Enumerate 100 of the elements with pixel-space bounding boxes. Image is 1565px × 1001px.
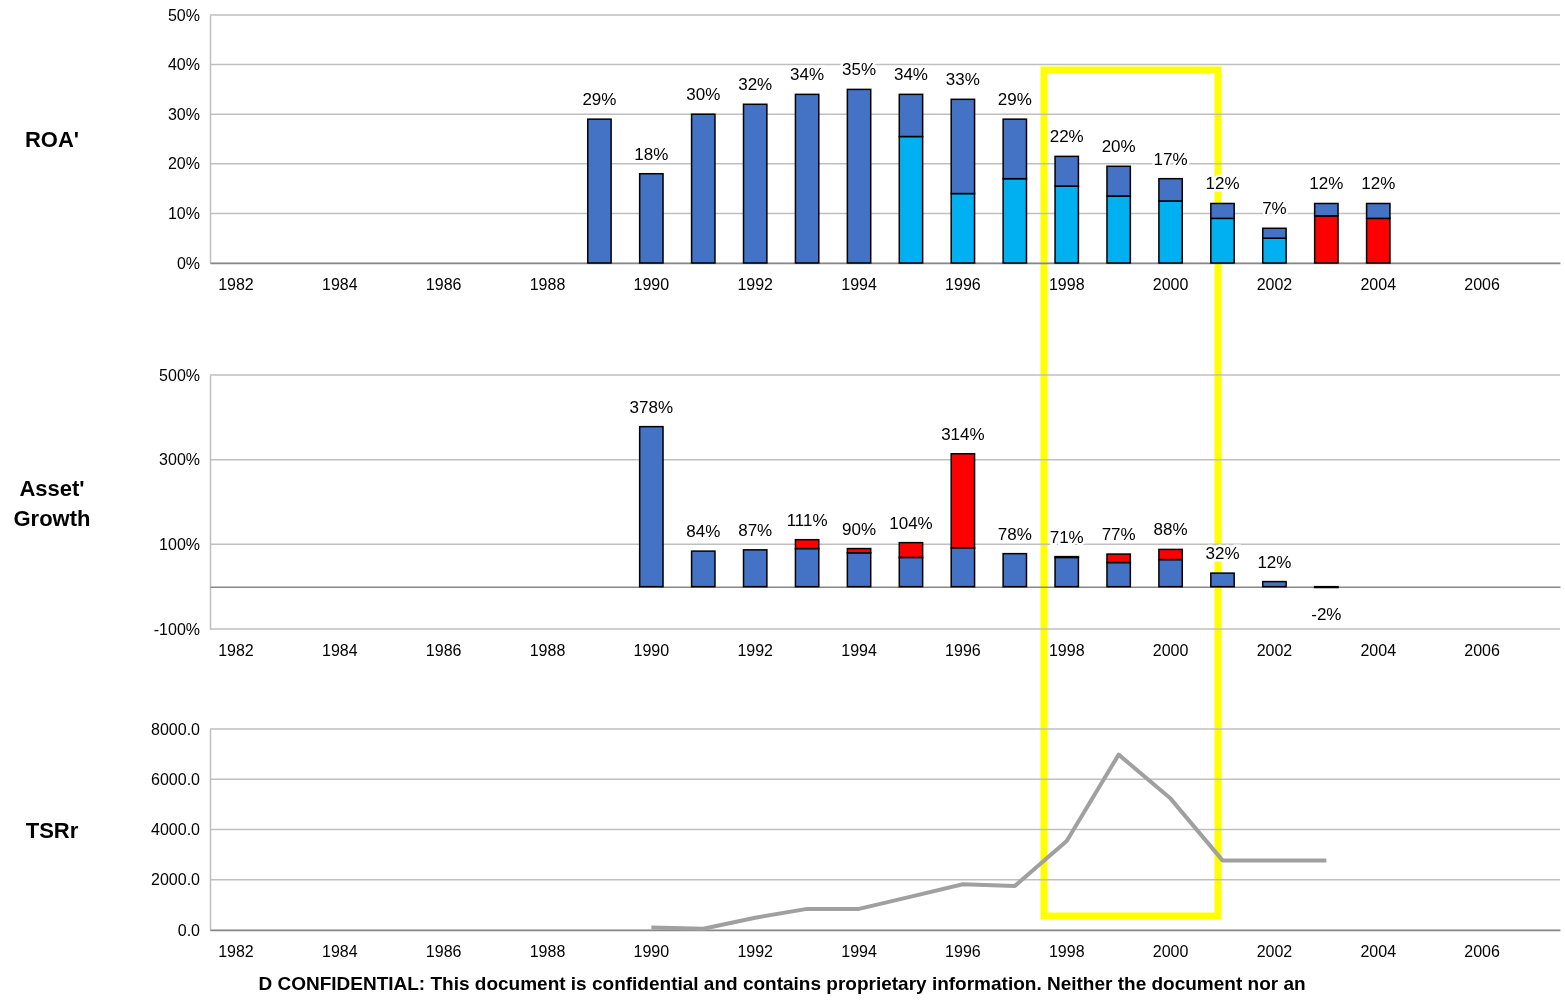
total-label: 32% (738, 75, 773, 95)
total-label: 111% (786, 510, 828, 530)
x-tick-label: 1994 (841, 943, 877, 961)
bar (742, 103, 768, 264)
bar (638, 425, 664, 588)
x-tick-label: 1992 (737, 642, 774, 660)
x-tick-label: 1984 (322, 642, 358, 660)
y-tick-label: 2000.0 (151, 871, 201, 889)
x-tick-label: 2002 (1256, 276, 1293, 294)
x-tick-label: 1986 (425, 642, 462, 660)
bar (690, 113, 716, 264)
total-label: 12% (1309, 174, 1344, 194)
y-tick-label: 8000.0 (151, 720, 201, 738)
y-axis-title: ROA' (24, 127, 80, 152)
y-tick-label: 40% (167, 56, 200, 74)
y-axis-title: Asset' Growth (13, 476, 91, 531)
y-tick-label: 20% (167, 155, 200, 173)
y-tick-label: 50% (167, 6, 200, 24)
total-label: 7% (1262, 199, 1287, 219)
y-tick-label: 4000.0 (151, 821, 201, 839)
x-tick-label: 2000 (1152, 642, 1189, 660)
total-label: 22% (1049, 127, 1084, 147)
total-label: 84% (686, 522, 721, 542)
x-tick-label: 2000 (1152, 943, 1189, 961)
x-tick-label: 2002 (1256, 642, 1293, 660)
total-label: 29% (997, 90, 1032, 110)
x-tick-label: 2002 (1256, 943, 1293, 961)
total-label: 29% (582, 90, 617, 110)
bar (1210, 572, 1235, 588)
total-label: 20% (1101, 137, 1136, 157)
x-tick-label: 2006 (1464, 642, 1501, 660)
x-tick-label: 1984 (322, 276, 358, 294)
bar (794, 93, 820, 264)
total-label: 17% (1153, 149, 1188, 169)
x-tick-label: 1992 (737, 276, 774, 294)
x-tick-label: 2006 (1464, 276, 1501, 294)
bar (1002, 552, 1028, 588)
x-tick-label: 1990 (633, 943, 670, 961)
total-label: 104% (889, 513, 933, 533)
x-tick-label: 1998 (1048, 943, 1085, 961)
x-tick-label: 2000 (1152, 276, 1189, 294)
y-tick-label: 100% (159, 535, 200, 553)
total-label: 71% (1049, 527, 1084, 547)
x-tick-label: 1986 (425, 943, 462, 961)
y-tick-label: 0% (176, 254, 200, 272)
total-label: 87% (738, 520, 773, 540)
bar (638, 172, 664, 264)
x-tick-label: 1996 (945, 943, 981, 961)
text: D CONFIDENTIAL: This document is confidential and contains proprietary information. Neither the document nor an (258, 973, 1306, 994)
x-tick-label: 1992 (737, 943, 774, 961)
x-tick-label: 1990 (633, 642, 670, 660)
total-label: 90% (842, 519, 877, 539)
total-label: 34% (893, 65, 928, 85)
x-tick-label: 2004 (1360, 276, 1397, 294)
line-series (649, 752, 1329, 931)
x-tick-label: 1988 (529, 276, 566, 294)
bar (846, 88, 872, 264)
y-tick-label: 500% (159, 366, 200, 384)
x-tick-label: 2006 (1464, 943, 1501, 961)
total-label: 18% (634, 144, 669, 164)
y-tick-label: 0.0 (177, 921, 201, 939)
x-tick-label: 1996 (945, 642, 981, 660)
x-tick-label: 1990 (633, 276, 670, 294)
total-label: 88% (1153, 520, 1188, 540)
x-tick-label: 1986 (425, 276, 462, 294)
bar (1054, 556, 1080, 588)
x-tick-label: 1998 (1048, 642, 1085, 660)
total-label: 78% (997, 524, 1032, 544)
x-tick-label: 1994 (841, 276, 877, 294)
y-tick-label: 300% (159, 451, 200, 469)
bar (690, 550, 716, 588)
x-tick-label: 2004 (1360, 642, 1397, 660)
total-label: 33% (945, 70, 980, 90)
bar (846, 552, 872, 588)
y-tick-label: 30% (167, 105, 200, 123)
total-label: 12% (1257, 552, 1292, 572)
total-label: 378% (629, 397, 674, 417)
y-tick-label: -100% (153, 620, 200, 638)
total-label: 314% (941, 424, 985, 444)
x-tick-label: 1982 (218, 276, 254, 294)
bar (742, 549, 768, 588)
x-tick-label: 1994 (841, 642, 877, 660)
y-axis-title: TSRr (25, 817, 79, 843)
total-label: 12% (1361, 174, 1396, 194)
x-tick-label: 1996 (945, 276, 981, 294)
total-label: 77% (1101, 525, 1136, 545)
total-label: 35% (842, 60, 877, 80)
x-tick-label: 1988 (529, 943, 566, 961)
x-tick-label: 1984 (322, 943, 358, 961)
x-tick-label: 1982 (218, 642, 254, 660)
total-label: -2% (1311, 604, 1342, 624)
y-tick-label: 10% (167, 205, 200, 223)
x-tick-label: 2004 (1360, 943, 1397, 961)
x-tick-label: 1988 (529, 642, 566, 660)
x-tick-label: 1982 (218, 943, 254, 961)
total-label: 34% (790, 65, 825, 85)
y-tick-label: 6000.0 (151, 770, 201, 788)
bar (1261, 580, 1287, 588)
x-tick-label: 1998 (1048, 276, 1085, 294)
total-label: 30% (686, 85, 721, 105)
